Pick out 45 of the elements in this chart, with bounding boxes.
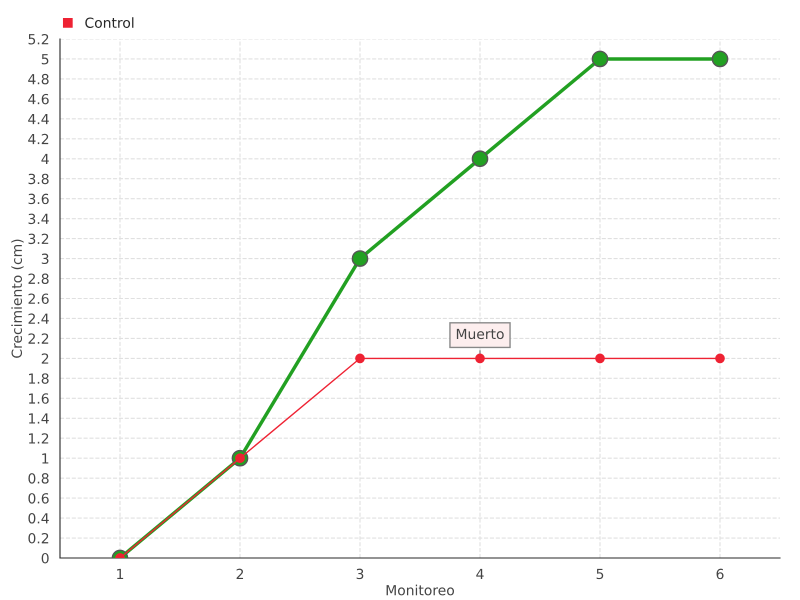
y-tick-label: 0.8 [28,473,49,484]
x-axis-title: Monitoreo [386,584,454,596]
y-tick-label: 3.4 [28,214,49,224]
y-tick-label: 1 [42,453,48,464]
y-tick-label: 1.2 [29,433,48,444]
point [472,150,488,168]
y-tick-label: 3 [42,254,48,264]
y-tick-label: 2 [42,353,48,364]
y-tick-label: 5.2 [28,34,48,44]
y-tick-label: 3.6 [28,194,49,204]
y-tick-label: 1.4 [29,413,49,424]
x-tick-label: 2 [236,568,244,579]
x-tick-label: 1 [117,568,124,579]
y-tick-label: 4 [41,154,49,164]
y-tick-label: 5 [42,54,48,64]
y-tick-label: 0.2 [28,533,48,544]
point [592,50,608,68]
y-tick-label: 0.6 [28,493,49,504]
x-tick-label: 5 [596,568,604,580]
y-tick-label: 0 [42,552,49,564]
y-tick-label: 1.8 [29,373,49,384]
point [352,250,368,267]
y-axis-title: Crecimiento (cm) [11,240,24,358]
point [712,50,728,68]
y-tick-label: 2.2 [28,333,48,344]
legend-label: Control [85,17,134,28]
y-tick-label: 2.8 [28,274,49,284]
y-tick-label: 2.6 [28,293,49,304]
x-tick-label: 6 [716,568,724,580]
y-tick-label: 4.8 [28,74,49,84]
annotation: Muerto [456,328,504,340]
y-tick-label: 2.4 [28,313,49,324]
x-tick-label: 3 [356,568,364,580]
y-tick-label: 0.4 [28,513,49,524]
y-tick-label: 1.6 [29,393,49,404]
y-tick-label: 4.2 [28,134,48,144]
y-tick-label: 4.4 [28,114,49,124]
point [715,354,725,364]
y-tick-label: 3.2 [28,234,48,244]
point [595,354,605,364]
point [355,354,365,364]
y-tick-label: 4.6 [28,94,49,104]
x-tick-label: 4 [476,568,484,579]
y-tick-label: 3.8 [28,174,49,184]
point [475,354,485,364]
